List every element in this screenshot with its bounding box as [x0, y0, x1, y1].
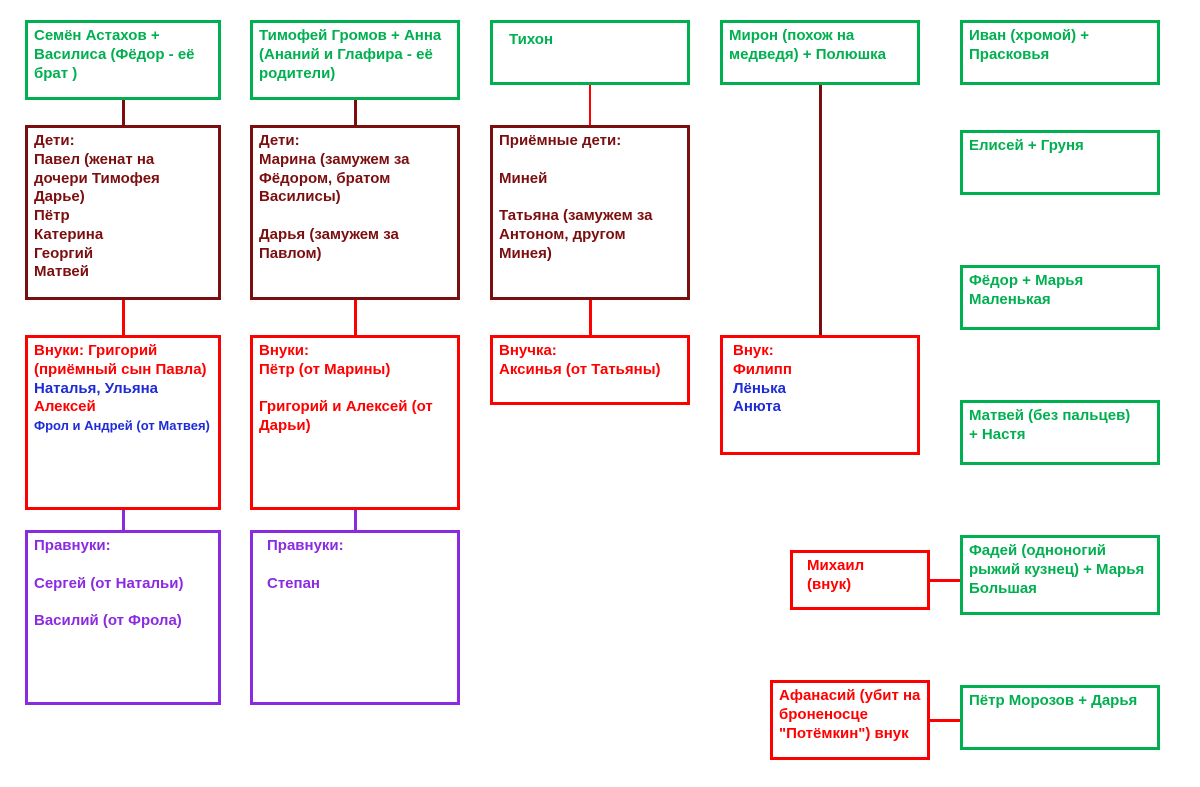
- node-a3: Тихон: [490, 20, 690, 85]
- node-a2: Тимофей Громов + Анна (Ананий и Глафира …: [250, 20, 460, 100]
- node-c1: Внуки: Григорий (приёмный сын Павла)Ната…: [25, 335, 221, 510]
- node-f2: Афанасий (убит на броненосце "Потёмкин")…: [770, 680, 930, 760]
- node-f1: Михаил (внук): [790, 550, 930, 610]
- node-d2: Правнуки: Степан: [250, 530, 460, 705]
- node-b3: Приёмные дети: Миней Татьяна (замужем за…: [490, 125, 690, 300]
- connector-a3-b3: [589, 85, 591, 125]
- connector-b2-c2: [354, 300, 357, 335]
- node-c4: Внук:ФилиппЛёнькаАнюта: [720, 335, 920, 455]
- node-b1: Дети: Павел (женат на дочери Тимофея Дар…: [25, 125, 221, 300]
- connector-a1-b1: [122, 100, 125, 125]
- node-b2: Дети: Марина (замужем за Фёдором, братом…: [250, 125, 460, 300]
- node-c3: Внучка: Аксинья (от Татьяны): [490, 335, 690, 405]
- connector-a4-c4: [819, 85, 822, 335]
- connector-b1-c1: [122, 300, 125, 335]
- node-e2: Фёдор + Марья Маленькая: [960, 265, 1160, 330]
- connector-c2-d2: [354, 510, 357, 530]
- node-a1: Семён Астахов + Василиса (Фёдор - её бра…: [25, 20, 221, 100]
- node-c2: Внуки: Пётр (от Марины) Григорий и Алекс…: [250, 335, 460, 510]
- node-a5: Иван (хромой) + Прасковья: [960, 20, 1160, 85]
- node-d1: Правнуки: Сергей (от Натальи) Василий (о…: [25, 530, 221, 705]
- node-e1: Елисей + Груня: [960, 130, 1160, 195]
- family-tree-canvas: Семён Астахов + Василиса (Фёдор - её бра…: [0, 0, 1200, 787]
- connector-a2-b2: [354, 100, 357, 125]
- connector-f2-e5: [930, 719, 960, 722]
- connector-c1-d1: [122, 510, 125, 530]
- node-e4: Фадей (одноногий рыжий кузнец) + Марья Б…: [960, 535, 1160, 615]
- connector-f1-e4: [930, 579, 960, 582]
- connector-b3-c3: [589, 300, 592, 335]
- node-a4: Мирон (похож на медведя) + Полюшка: [720, 20, 920, 85]
- node-e5: Пётр Морозов + Дарья: [960, 685, 1160, 750]
- node-e3: Матвей (без пальцев) + Настя: [960, 400, 1160, 465]
